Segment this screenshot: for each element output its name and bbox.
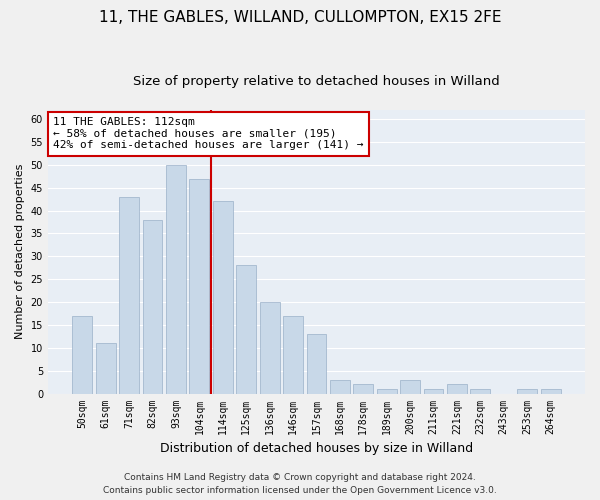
- Bar: [377, 389, 397, 394]
- Bar: [470, 389, 490, 394]
- Bar: [447, 384, 467, 394]
- Text: Contains HM Land Registry data © Crown copyright and database right 2024.
Contai: Contains HM Land Registry data © Crown c…: [103, 474, 497, 495]
- Bar: [283, 316, 303, 394]
- Bar: [400, 380, 420, 394]
- Bar: [517, 389, 537, 394]
- Bar: [353, 384, 373, 394]
- Bar: [143, 220, 163, 394]
- Bar: [236, 266, 256, 394]
- X-axis label: Distribution of detached houses by size in Willand: Distribution of detached houses by size …: [160, 442, 473, 455]
- Bar: [119, 197, 139, 394]
- Bar: [73, 316, 92, 394]
- Bar: [307, 334, 326, 394]
- Bar: [96, 343, 116, 394]
- Bar: [260, 302, 280, 394]
- Bar: [541, 389, 560, 394]
- Bar: [190, 178, 209, 394]
- Text: 11 THE GABLES: 112sqm
← 58% of detached houses are smaller (195)
42% of semi-det: 11 THE GABLES: 112sqm ← 58% of detached …: [53, 117, 364, 150]
- Title: Size of property relative to detached houses in Willand: Size of property relative to detached ho…: [133, 75, 500, 88]
- Bar: [213, 202, 233, 394]
- Bar: [166, 165, 186, 394]
- Bar: [330, 380, 350, 394]
- Bar: [424, 389, 443, 394]
- Y-axis label: Number of detached properties: Number of detached properties: [15, 164, 25, 340]
- Text: 11, THE GABLES, WILLAND, CULLOMPTON, EX15 2FE: 11, THE GABLES, WILLAND, CULLOMPTON, EX1…: [99, 10, 501, 25]
